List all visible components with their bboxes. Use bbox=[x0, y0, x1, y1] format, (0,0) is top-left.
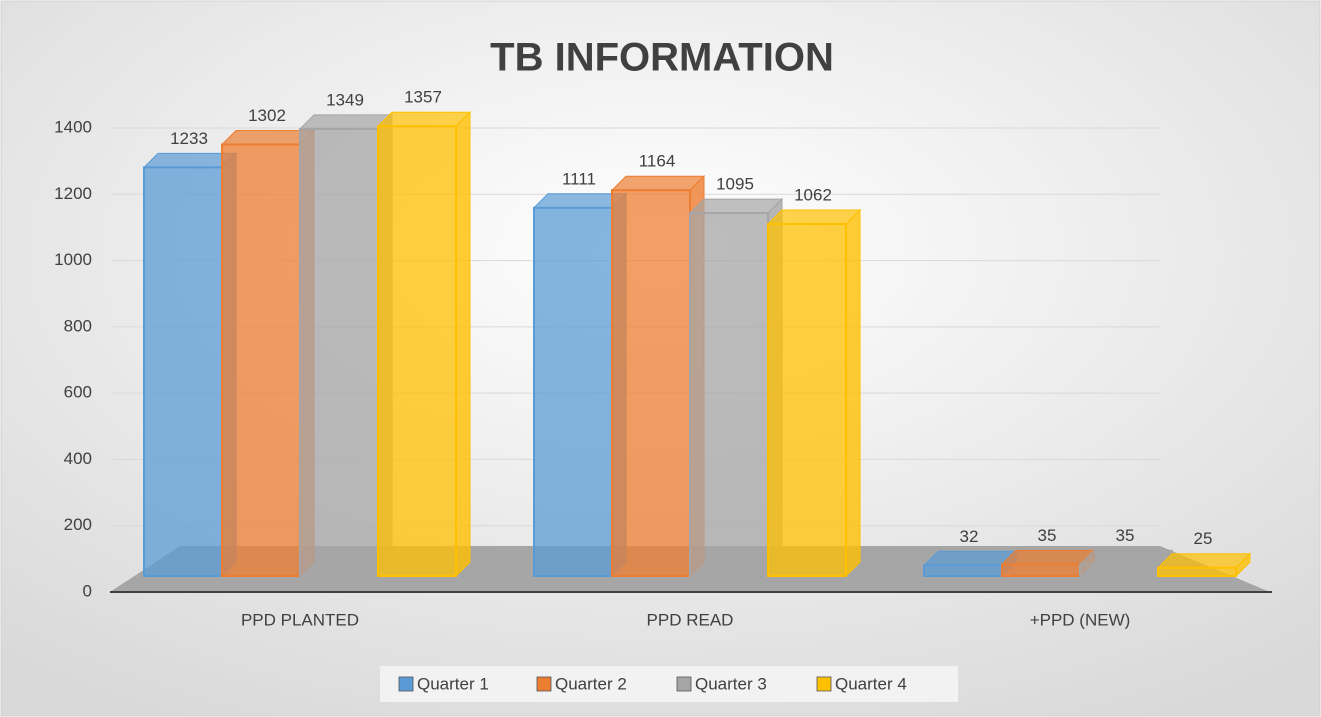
bar bbox=[767, 223, 847, 577]
y-tick-label: 1000 bbox=[54, 250, 92, 269]
legend-label: Quarter 3 bbox=[695, 674, 767, 693]
y-tick-label: 0 bbox=[83, 581, 92, 600]
y-tick-label: 800 bbox=[64, 316, 92, 335]
x-tick-label: PPD PLANTED bbox=[241, 610, 359, 629]
y-tick-label: 200 bbox=[64, 515, 92, 534]
value-label: 25 bbox=[1194, 529, 1213, 548]
x-tick-label: PPD READ bbox=[647, 610, 734, 629]
bar-top bbox=[1000, 549, 1096, 565]
bar-top bbox=[688, 198, 784, 214]
bar bbox=[923, 564, 1003, 578]
value-label: 1233 bbox=[170, 129, 208, 148]
y-tick-label: 1400 bbox=[54, 117, 92, 136]
bar bbox=[299, 127, 379, 577]
value-label: 1062 bbox=[794, 186, 832, 205]
y-tick-label: 1200 bbox=[54, 184, 92, 203]
legend-swatch bbox=[536, 676, 552, 692]
value-label: 1095 bbox=[716, 175, 754, 194]
bar-side bbox=[845, 208, 861, 578]
bar-top bbox=[376, 111, 472, 127]
value-label: 1111 bbox=[562, 169, 596, 188]
value-label: 1349 bbox=[326, 90, 364, 109]
value-label: 32 bbox=[960, 527, 979, 546]
bar-side bbox=[455, 111, 471, 578]
value-label: 1164 bbox=[639, 152, 676, 171]
legend-swatch bbox=[398, 676, 414, 692]
bar bbox=[689, 212, 769, 577]
y-tick-label: 400 bbox=[64, 449, 92, 468]
bar bbox=[1157, 566, 1237, 578]
value-label: 1357 bbox=[404, 88, 442, 107]
legend-swatch bbox=[816, 676, 832, 692]
bar-top bbox=[922, 550, 1018, 566]
legend-swatch bbox=[676, 676, 692, 692]
bar bbox=[611, 189, 691, 578]
bar bbox=[533, 206, 613, 577]
x-tick-label: +PPD (NEW) bbox=[1030, 610, 1131, 629]
bar-top bbox=[766, 209, 862, 225]
bar-top bbox=[610, 175, 706, 191]
bar bbox=[143, 166, 223, 577]
chart-title: TB INFORMATION bbox=[490, 36, 834, 80]
legend-label: Quarter 1 bbox=[417, 674, 489, 693]
bar bbox=[221, 143, 301, 577]
value-label: 35 bbox=[1038, 526, 1057, 545]
legend-label: Quarter 4 bbox=[835, 674, 907, 693]
value-label: 35 bbox=[1116, 526, 1135, 545]
bar bbox=[1001, 563, 1081, 578]
y-tick-label: 600 bbox=[64, 383, 92, 402]
bar bbox=[1079, 563, 1159, 578]
legend-label: Quarter 2 bbox=[555, 674, 627, 693]
legend-box bbox=[380, 666, 958, 702]
bar-top bbox=[1156, 553, 1252, 569]
bar-top bbox=[1078, 549, 1174, 565]
value-label: 1302 bbox=[248, 106, 286, 125]
bar bbox=[377, 125, 457, 577]
